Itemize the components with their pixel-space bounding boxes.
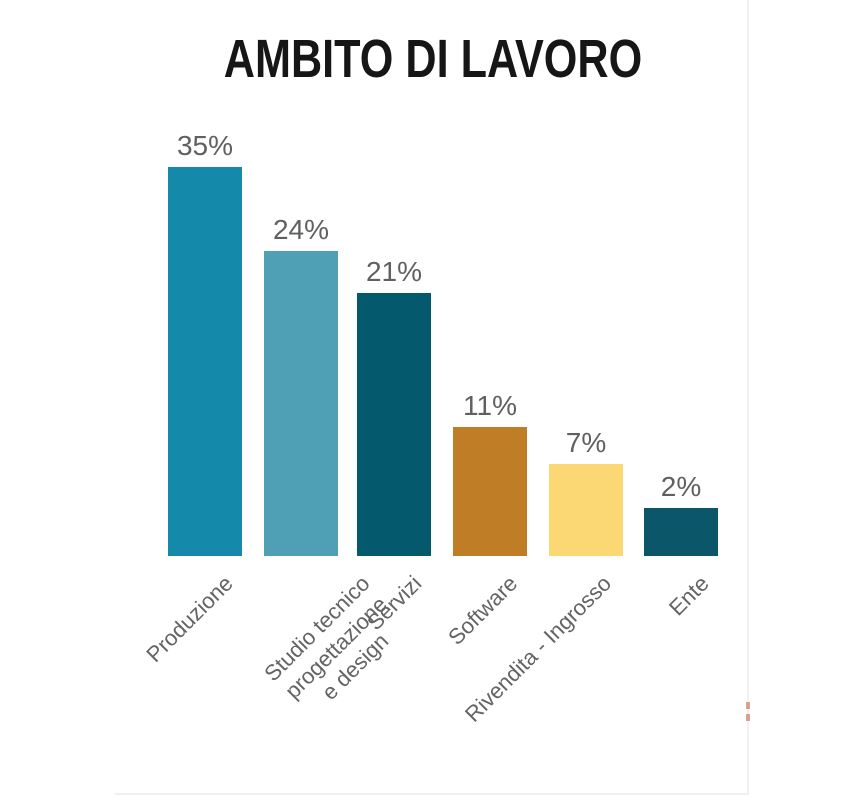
chart-title: AMBITO DI LAVORO	[223, 29, 643, 89]
bar-value-label-software: 11%	[463, 390, 517, 421]
bar-software	[453, 427, 527, 556]
bar-value-label-produzione: 35%	[176, 130, 234, 161]
bar-rivendita-ingrosso	[549, 464, 623, 556]
category-label-produzione: Produzione	[140, 570, 238, 668]
edge-artifact-mark	[746, 702, 750, 709]
edge-artifact-mark	[746, 714, 750, 721]
bar-studio-tecnico	[264, 251, 338, 556]
bar-servizi	[357, 293, 431, 556]
chart-frame-bottom-border	[115, 793, 749, 795]
bar-value-label-servizi: 21%	[365, 256, 423, 287]
bar-value-label-rivendita-ingrosso: 7%	[565, 427, 607, 458]
bar-produzione	[168, 167, 242, 556]
bar-ente	[644, 508, 718, 556]
category-label-software: Software	[443, 570, 523, 650]
bar-value-label-ente: 2%	[660, 471, 702, 502]
bar-value-label-studio-tecnico: 24%	[272, 214, 330, 245]
chart-frame-right-border	[747, 0, 749, 795]
category-label-ente: Ente	[663, 570, 714, 621]
